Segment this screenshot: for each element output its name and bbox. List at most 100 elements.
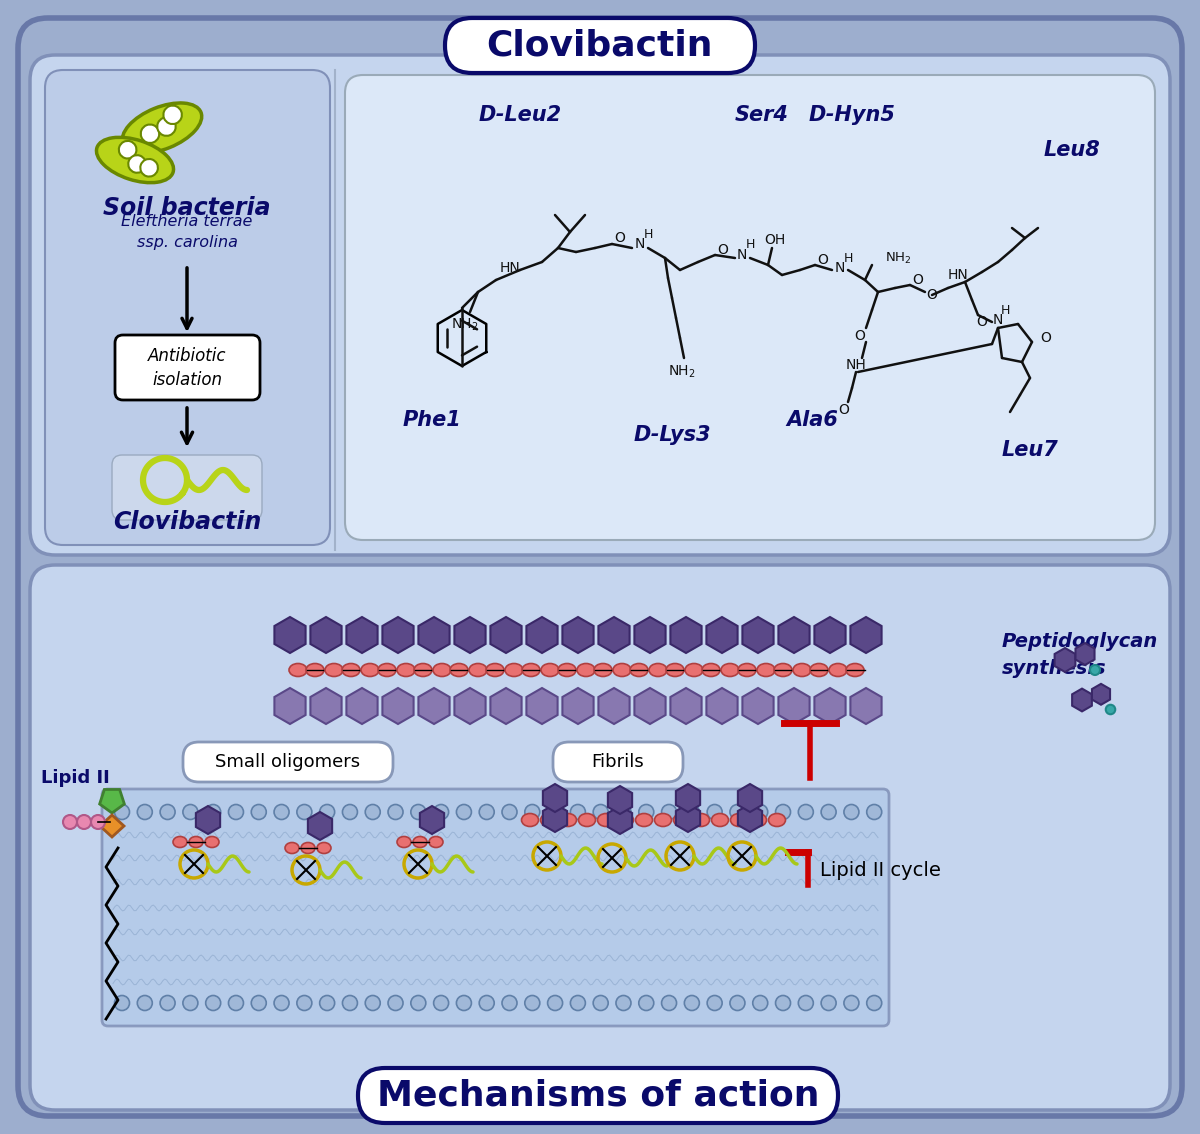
Ellipse shape	[205, 837, 220, 847]
Polygon shape	[491, 688, 522, 723]
Polygon shape	[676, 784, 700, 812]
Polygon shape	[608, 806, 632, 833]
Polygon shape	[1055, 648, 1075, 672]
Ellipse shape	[378, 663, 396, 677]
Polygon shape	[707, 617, 738, 653]
Ellipse shape	[469, 663, 487, 677]
Ellipse shape	[173, 837, 187, 847]
Text: Lipid II: Lipid II	[41, 769, 109, 787]
Text: Soil bacteria: Soil bacteria	[103, 196, 271, 220]
Circle shape	[163, 105, 182, 124]
Circle shape	[661, 804, 677, 820]
Circle shape	[137, 804, 152, 820]
Polygon shape	[196, 806, 220, 833]
Circle shape	[821, 996, 836, 1010]
Circle shape	[456, 804, 472, 820]
Ellipse shape	[430, 837, 443, 847]
Ellipse shape	[750, 813, 767, 827]
Polygon shape	[347, 617, 378, 653]
Circle shape	[114, 996, 130, 1010]
Polygon shape	[743, 617, 774, 653]
Text: N: N	[835, 261, 845, 276]
Circle shape	[547, 804, 563, 820]
Circle shape	[228, 996, 244, 1010]
Polygon shape	[419, 688, 450, 723]
Ellipse shape	[540, 813, 558, 827]
Circle shape	[524, 996, 540, 1010]
Ellipse shape	[122, 103, 202, 153]
Ellipse shape	[649, 663, 667, 677]
Polygon shape	[100, 789, 125, 813]
Polygon shape	[542, 804, 568, 832]
Polygon shape	[599, 688, 630, 723]
Ellipse shape	[774, 663, 792, 677]
Polygon shape	[275, 617, 306, 653]
Circle shape	[296, 804, 312, 820]
Polygon shape	[311, 688, 342, 723]
Ellipse shape	[397, 663, 415, 677]
Ellipse shape	[413, 837, 427, 847]
FancyBboxPatch shape	[18, 18, 1182, 1116]
Text: OH: OH	[764, 232, 786, 247]
Circle shape	[410, 804, 426, 820]
Circle shape	[77, 815, 91, 829]
Text: Phe1: Phe1	[403, 411, 461, 430]
Circle shape	[433, 804, 449, 820]
Polygon shape	[608, 786, 632, 814]
Ellipse shape	[810, 663, 828, 677]
Polygon shape	[527, 617, 558, 653]
Ellipse shape	[846, 663, 864, 677]
Ellipse shape	[414, 663, 432, 677]
Ellipse shape	[522, 663, 540, 677]
Circle shape	[342, 996, 358, 1010]
Text: H: H	[745, 238, 755, 252]
Ellipse shape	[630, 663, 648, 677]
Ellipse shape	[617, 813, 634, 827]
Polygon shape	[419, 617, 450, 653]
Polygon shape	[779, 617, 810, 653]
Circle shape	[64, 815, 77, 829]
Circle shape	[798, 804, 814, 820]
Ellipse shape	[594, 663, 612, 677]
Circle shape	[547, 996, 563, 1010]
Circle shape	[296, 996, 312, 1010]
Circle shape	[593, 804, 608, 820]
Text: NH$_2$: NH$_2$	[886, 251, 912, 265]
Polygon shape	[1075, 643, 1094, 665]
Text: NH$_2$: NH$_2$	[451, 316, 479, 333]
Text: Ala6: Ala6	[786, 411, 838, 430]
Polygon shape	[455, 688, 486, 723]
Ellipse shape	[654, 813, 672, 827]
Circle shape	[157, 117, 175, 136]
FancyBboxPatch shape	[115, 335, 260, 400]
Circle shape	[707, 804, 722, 820]
Ellipse shape	[450, 663, 468, 677]
Text: Eleftheria terrae
ssp. carolina: Eleftheria terrae ssp. carolina	[121, 214, 253, 249]
Circle shape	[365, 996, 380, 1010]
Text: O: O	[614, 231, 625, 245]
Polygon shape	[599, 617, 630, 653]
Circle shape	[479, 996, 494, 1010]
Polygon shape	[455, 617, 486, 653]
Ellipse shape	[692, 813, 709, 827]
Ellipse shape	[361, 663, 379, 677]
Text: Leu7: Leu7	[1002, 440, 1058, 460]
Text: N: N	[737, 248, 748, 262]
FancyBboxPatch shape	[46, 70, 330, 545]
Text: N: N	[635, 237, 646, 251]
Ellipse shape	[829, 663, 847, 677]
Text: O: O	[1040, 331, 1051, 345]
Ellipse shape	[559, 813, 576, 827]
Ellipse shape	[577, 663, 595, 677]
Circle shape	[251, 804, 266, 820]
Text: Lipid II cycle: Lipid II cycle	[820, 861, 941, 880]
Polygon shape	[707, 688, 738, 723]
Polygon shape	[311, 617, 342, 653]
Text: Antibiotic
isolation: Antibiotic isolation	[148, 347, 227, 389]
Circle shape	[114, 804, 130, 820]
Circle shape	[730, 996, 745, 1010]
Polygon shape	[635, 688, 666, 723]
Ellipse shape	[598, 813, 614, 827]
Circle shape	[502, 804, 517, 820]
Ellipse shape	[666, 663, 684, 677]
